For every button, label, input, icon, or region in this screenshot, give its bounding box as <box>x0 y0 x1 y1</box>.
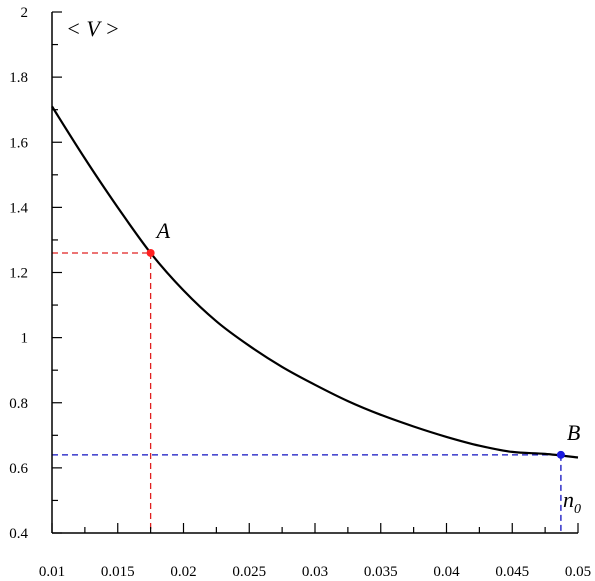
y-tick-label: 1.2 <box>9 266 28 282</box>
y-tick-label: 0.6 <box>9 461 28 477</box>
y-axis: 0.4 0.6 0.8 1 1.2 1.4 1.6 1.8 2 <box>9 5 62 542</box>
y-axis-title: < V > <box>66 16 120 41</box>
point-label: B <box>567 420 580 445</box>
x-tick-label: 0.04 <box>433 564 460 580</box>
point-marker <box>146 248 155 257</box>
y-tick-label: 0.4 <box>9 526 28 542</box>
x-tick-label: 0.05 <box>565 564 591 580</box>
x-axis-title-sub: 0 <box>574 502 581 517</box>
x-axis-title-main: n <box>563 487 574 512</box>
y-tick-label: 0.8 <box>9 396 28 412</box>
y-tick-label: 1.6 <box>9 135 28 151</box>
y-tick-label: 1.8 <box>9 70 28 86</box>
y-tick-label: 1.4 <box>9 200 28 216</box>
guide-lines <box>52 252 562 533</box>
y-ticks: 0.4 0.6 0.8 1 1.2 1.4 1.6 1.8 2 <box>9 5 62 542</box>
series-line <box>51 105 579 459</box>
x-tick-label: 0.03 <box>302 564 328 580</box>
point-marker <box>556 450 565 459</box>
x-tick-label: 0.02 <box>170 564 196 580</box>
x-tick-label: 0.015 <box>101 564 135 580</box>
x-tick-label: 0.035 <box>364 564 398 580</box>
plot-area: AB <box>51 105 580 533</box>
x-ticks: 0.01 0.015 0.02 0.025 0.03 0.035 0.04 0.045 0.05 <box>39 523 591 580</box>
x-tick-label: 0.045 <box>495 564 529 580</box>
x-tick-label: 0.01 <box>39 564 65 580</box>
y-tick-label: 1 <box>21 331 29 347</box>
x-tick-label: 0.025 <box>232 564 266 580</box>
x-axis: 0.01 0.015 0.02 0.025 0.03 0.035 0.04 0.045 0.05 <box>39 523 591 580</box>
point-label: A <box>155 218 171 243</box>
y-tick-label: 2 <box>21 5 29 21</box>
x-axis-title: n0 <box>563 487 581 517</box>
marked-points: AB <box>146 218 580 459</box>
